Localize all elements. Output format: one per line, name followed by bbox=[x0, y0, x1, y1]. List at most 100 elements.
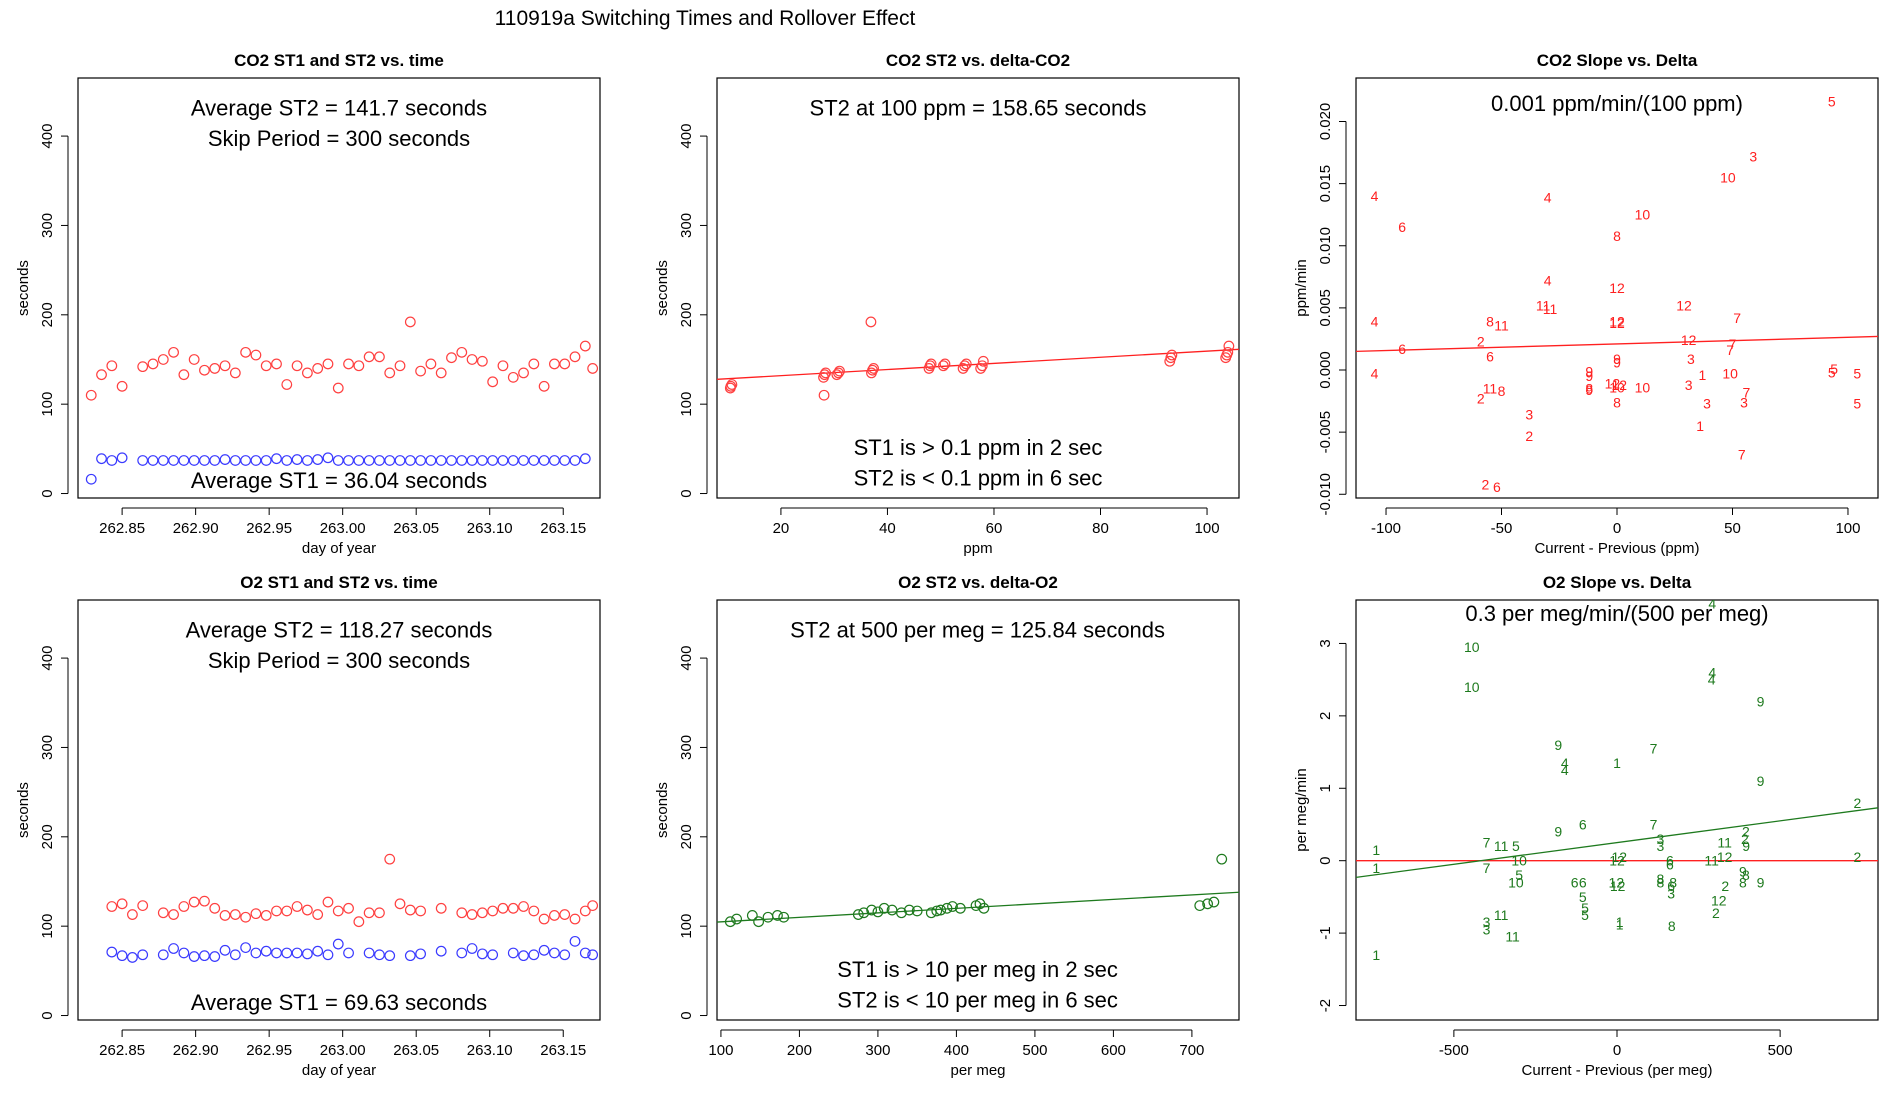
panel-title: O2 Slope vs. Delta bbox=[1543, 573, 1692, 592]
data-point bbox=[250, 947, 262, 959]
y-axis-label: ppm/min bbox=[1293, 259, 1310, 317]
data-point bbox=[931, 905, 943, 917]
point-label: 2 bbox=[1525, 428, 1533, 444]
x-tick-label: 100 bbox=[1195, 520, 1220, 537]
y-tick-label: 300 bbox=[39, 735, 56, 760]
x-tick-label: 20 bbox=[773, 520, 790, 537]
annotations: ST2 at 500 per meg = 125.84 seconds ST1 i… bbox=[790, 617, 1165, 1012]
data-point bbox=[260, 910, 272, 921]
annotation-text: Average ST1 = 36.04 seconds bbox=[191, 468, 487, 493]
x-tick-label: 263.05 bbox=[393, 520, 439, 537]
data-point bbox=[374, 949, 385, 961]
data-point bbox=[507, 371, 519, 383]
data-point bbox=[219, 454, 231, 465]
data-point bbox=[240, 942, 252, 954]
point-label: 1 bbox=[1699, 367, 1707, 383]
panel-title: CO2 Slope vs. Delta bbox=[1537, 51, 1698, 70]
y-tick-label: 100 bbox=[678, 392, 695, 417]
panel-title: CO2 ST2 vs. delta-CO2 bbox=[886, 51, 1070, 70]
point-label: 12 bbox=[1609, 315, 1625, 331]
x-tick-label: 700 bbox=[1179, 1042, 1204, 1059]
x-axis: 262.85 262.90 262.95 263.00 263.05 263.10 263.… bbox=[99, 507, 586, 557]
data-point bbox=[466, 943, 478, 954]
x-axis: 20 40 60 80 100 ppm bbox=[773, 507, 1220, 557]
data-point bbox=[374, 907, 385, 919]
point-label: 10 bbox=[1464, 639, 1480, 655]
point-label: 4 bbox=[1544, 273, 1552, 289]
x-axis: -100 -50 0 50 100 Current - Previous (ppm) bbox=[1371, 507, 1860, 557]
data-point bbox=[168, 346, 179, 358]
data-point bbox=[312, 945, 324, 957]
data-point bbox=[868, 363, 879, 374]
x-axis-label: day of year bbox=[302, 1062, 376, 1079]
data-point bbox=[301, 367, 313, 379]
plot-lines bbox=[1356, 807, 1878, 878]
data-point bbox=[559, 909, 571, 920]
x-tick-label: 263.15 bbox=[540, 520, 586, 537]
point-label: 1 bbox=[1372, 947, 1380, 963]
data-point bbox=[240, 346, 252, 358]
data-point bbox=[559, 949, 571, 961]
data-point bbox=[866, 904, 878, 916]
data-point bbox=[178, 901, 190, 912]
data-point bbox=[935, 904, 947, 916]
point-label: 4 bbox=[1708, 672, 1716, 688]
data-point bbox=[858, 907, 870, 919]
point-label: 5 bbox=[1853, 366, 1861, 382]
point-label: 6 bbox=[1398, 219, 1406, 235]
data-point bbox=[753, 916, 765, 928]
data-point bbox=[322, 452, 334, 464]
y-axis: 0 100 200 300 400 seconds bbox=[15, 646, 69, 1020]
data-point bbox=[772, 910, 783, 921]
point-label: 1 bbox=[1696, 418, 1704, 434]
data-point bbox=[157, 949, 169, 961]
point-label: 8 bbox=[1613, 394, 1621, 410]
data-point bbox=[959, 360, 971, 372]
data-point bbox=[363, 455, 375, 466]
x-tick-label: 263.00 bbox=[320, 520, 366, 537]
data-point bbox=[425, 358, 437, 370]
point-label: 12 bbox=[1717, 849, 1733, 865]
data-point bbox=[518, 367, 529, 379]
point-label: 12 bbox=[1681, 332, 1697, 348]
data-point bbox=[291, 901, 303, 912]
y-tick-label: 200 bbox=[39, 302, 56, 327]
data-point bbox=[168, 455, 179, 466]
panel-o2-time: O2 ST1 and ST2 vs. time 262.85 262.90 262.9… bbox=[15, 573, 601, 1079]
y-tick-label: 400 bbox=[678, 124, 695, 149]
series-st2 bbox=[724, 316, 1235, 401]
point-label: 6 bbox=[1493, 479, 1501, 495]
point-label: 1 bbox=[1616, 916, 1624, 932]
point-label: 6 bbox=[1571, 874, 1579, 890]
x-tick-label: 262.85 bbox=[99, 520, 145, 537]
data-point bbox=[476, 907, 488, 919]
y-tick-label: 300 bbox=[678, 735, 695, 760]
point-label: 7 bbox=[1650, 740, 1658, 756]
plot-frame bbox=[77, 599, 601, 1021]
point-label: 2 bbox=[1477, 333, 1485, 349]
data-point bbox=[229, 455, 241, 466]
point-label: 7 bbox=[1733, 310, 1741, 326]
data-point bbox=[271, 947, 282, 959]
point-label: 7 bbox=[1738, 447, 1746, 463]
data-point bbox=[404, 904, 416, 916]
panel-co2-slope: CO2 Slope vs. Delta -100 -50 0 50 100 Current … bbox=[1293, 51, 1879, 557]
point-label: 10 bbox=[1508, 874, 1524, 890]
figure-title: 110919a Switching Times and Rollover Eff… bbox=[495, 7, 916, 30]
data-point bbox=[96, 369, 107, 381]
data-point bbox=[497, 360, 509, 372]
data-point bbox=[569, 935, 581, 947]
data-point bbox=[137, 949, 149, 961]
data-point bbox=[178, 455, 190, 466]
annotation-text: ST2 is < 0.1 ppm in 6 sec bbox=[854, 465, 1103, 490]
x-axis: 262.85 262.90 262.95 263.00 263.05 263.10 263.… bbox=[99, 1029, 586, 1079]
point-label: 11 bbox=[1494, 907, 1509, 923]
data-point bbox=[281, 379, 293, 390]
data-point bbox=[157, 907, 169, 919]
point-label: 6 bbox=[1667, 878, 1675, 894]
data-point bbox=[85, 473, 97, 485]
y-tick-label: 200 bbox=[39, 824, 56, 849]
point-label: 3 bbox=[1656, 831, 1664, 847]
point-label: 2 bbox=[1721, 878, 1729, 894]
